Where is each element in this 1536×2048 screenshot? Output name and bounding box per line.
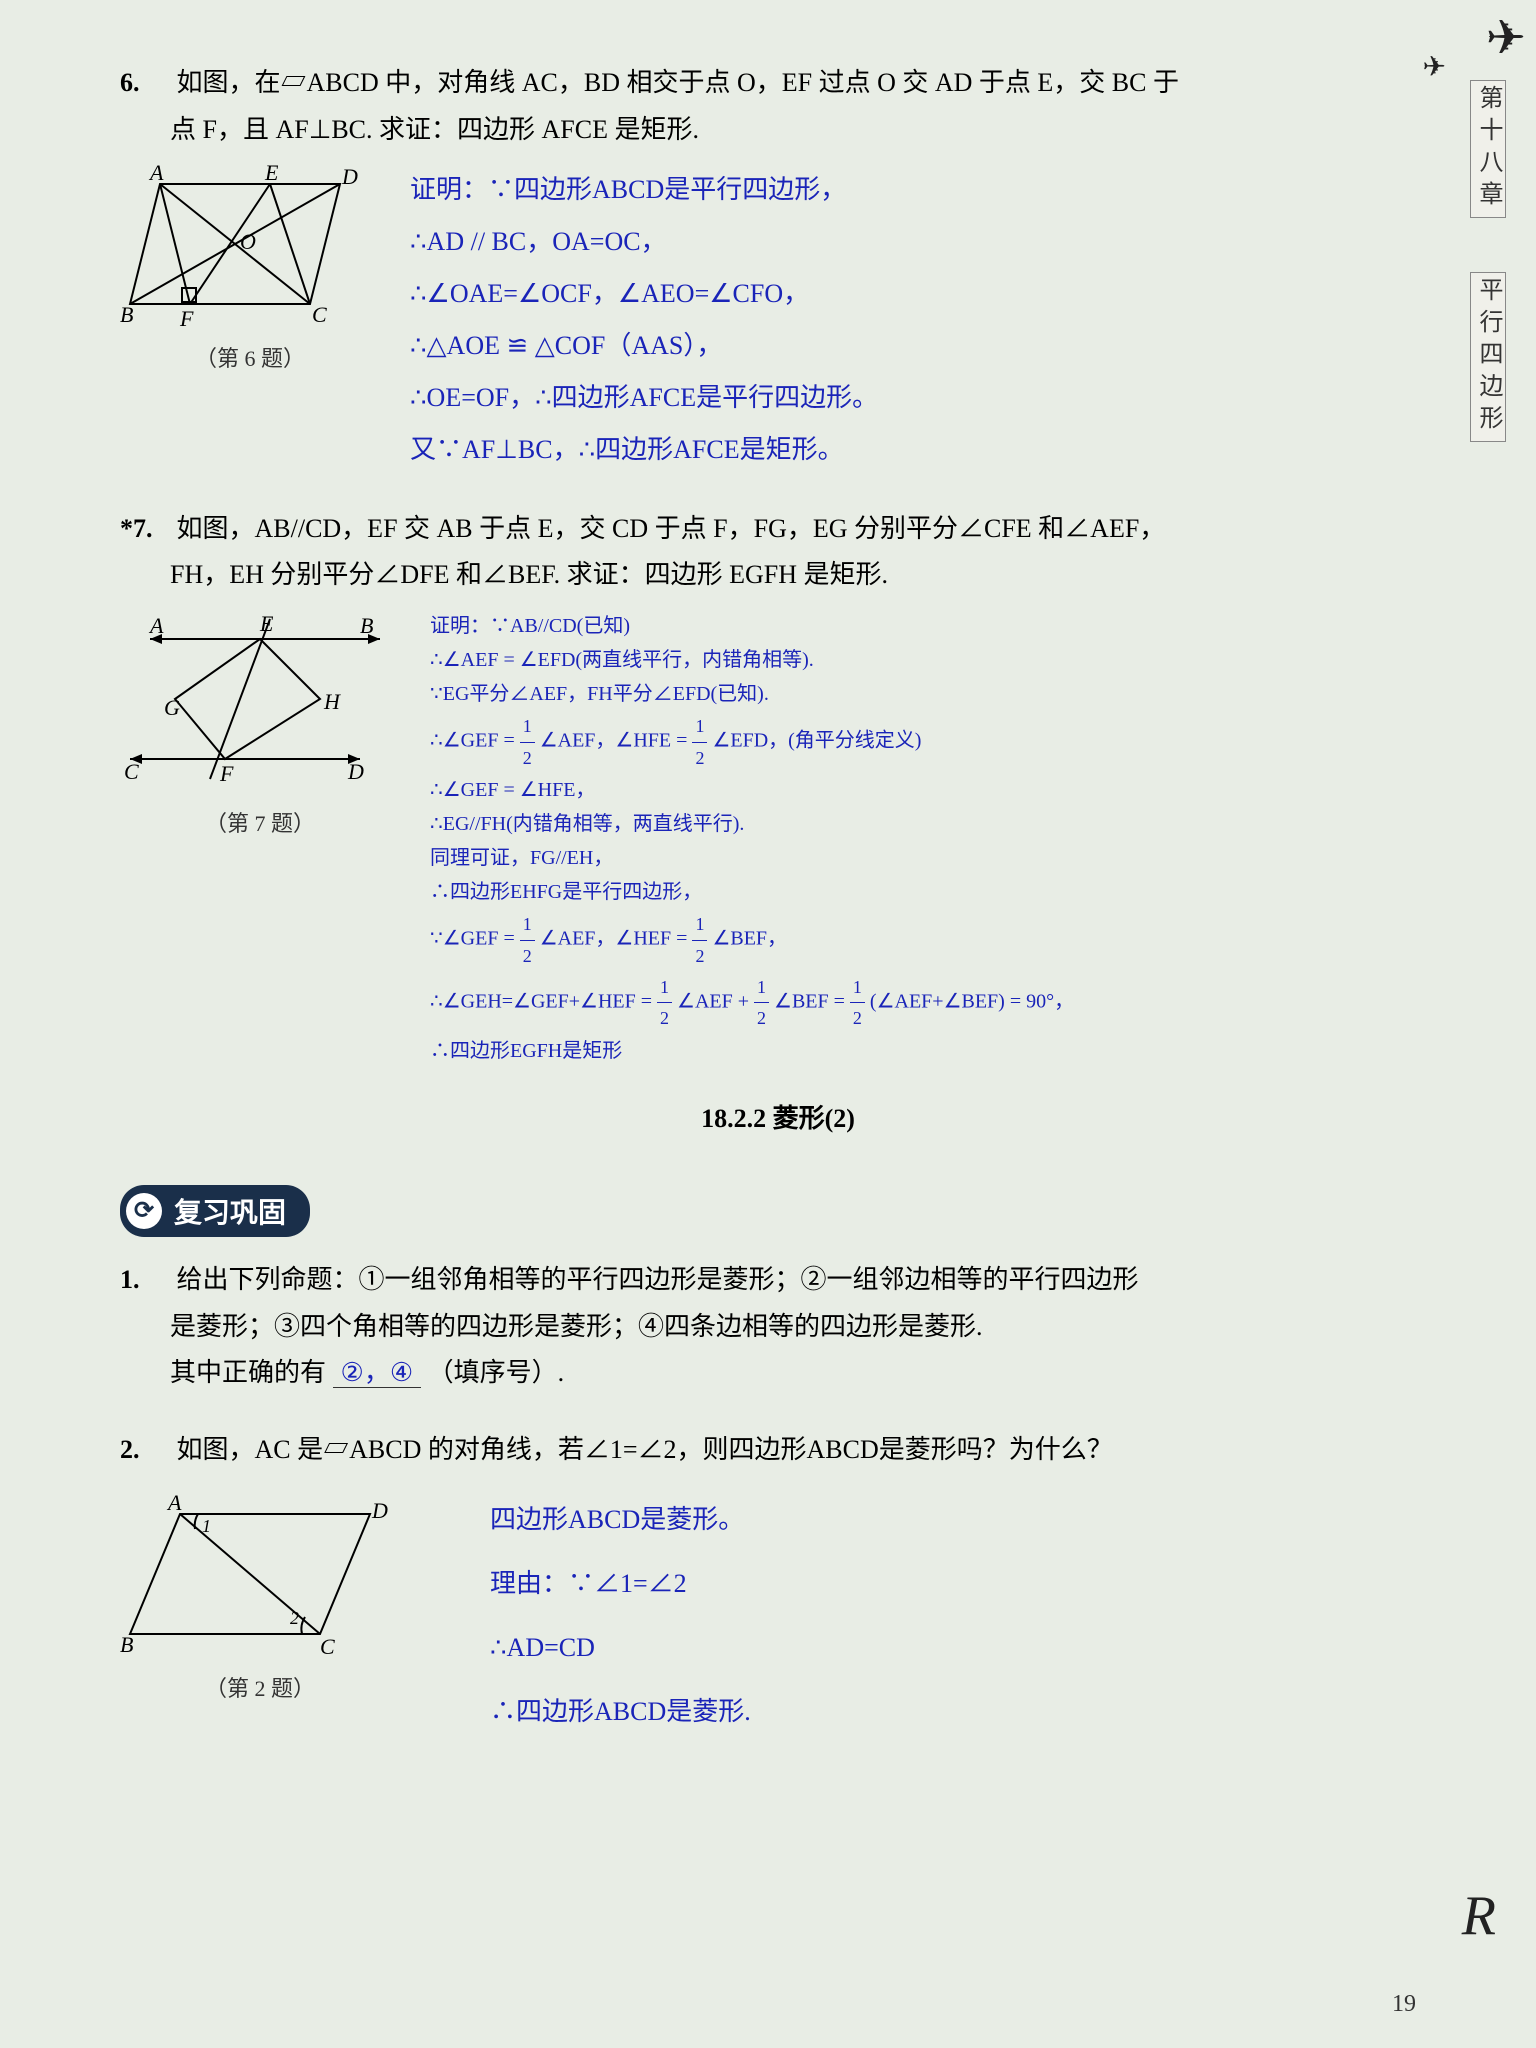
figure-6: A E D B F C O （第 6 题） <box>120 164 380 379</box>
svg-text:E: E <box>259 611 274 636</box>
svg-text:B: B <box>120 1632 133 1657</box>
proof-line: ∴AD // BC，OA=OC， <box>410 216 878 268</box>
svg-text:2: 2 <box>290 1608 299 1628</box>
problem-text: （填序号）. <box>428 1358 565 1387</box>
svg-text:O: O <box>240 229 256 254</box>
problem-text: 如图，AB//CD，EF 交 AB 于点 E，交 CD 于点 F，FG，EG 分… <box>177 514 1166 543</box>
proof-line: ∴AD=CD <box>490 1622 751 1674</box>
problem-text: 给出下列命题：①一组邻角相等的平行四边形是菱形；②一组邻边相等的平行四边形 <box>177 1265 1139 1294</box>
review-problem-1: 1. 给出下列命题：①一组邻角相等的平行四边形是菱形；②一组邻边相等的平行四边形… <box>120 1257 1436 1397</box>
problem-text: 如图，AC 是▱ABCD 的对角线，若∠1=∠2，则四边形ABCD是菱形吗？为什… <box>177 1435 1113 1464</box>
svg-text:B: B <box>360 613 373 638</box>
problem-text: 是菱形；③四个角相等的四边形是菱形；④四条边相等的四边形是菱形. <box>170 1312 983 1341</box>
bird-icon: ✈ <box>1486 10 1526 66</box>
page-content: ✈ ✈ 第十八章 平行四边形 6. 如图，在▱ABCD 中，对角线 AC，BD … <box>0 0 1536 1808</box>
svg-text:A: A <box>166 1494 182 1515</box>
problem-7: *7. 如图，AB//CD，EF 交 AB 于点 E，交 CD 于点 F，FG，… <box>120 506 1436 1068</box>
problem-6: 6. 如图，在▱ABCD 中，对角线 AC，BD 相交于点 O，EF 过点 O … <box>120 60 1436 476</box>
proof-7: 证明：∵AB//CD(已知) ∴∠AEF = ∠EFD(两直线平行，内错角相等)… <box>430 609 1074 1068</box>
publisher-logo: R <box>1462 1884 1496 1948</box>
proof-line: ∴∠GEF = 12 ∠AEF，∠HFE = 12 ∠EFD，(角平分线定义) <box>430 711 1074 773</box>
problem-text: 其中正确的有 <box>170 1358 326 1387</box>
proof-6: 证明：∵四边形ABCD是平行四边形， ∴AD // BC，OA=OC， ∴∠OA… <box>410 164 878 476</box>
review-problem-2: 2. 如图，AC 是▱ABCD 的对角线，若∠1=∠2，则四边形ABCD是菱形吗… <box>120 1427 1436 1738</box>
problem-text: 点 F，且 AF⊥BC. 求证：四边形 AFCE 是矩形. <box>170 115 699 144</box>
figure-7: A E B G H C F D <box>120 609 400 844</box>
answer-blank: ②，④ <box>333 1358 422 1388</box>
proof-line: ∴EG//FH(内错角相等，两直线平行). <box>430 807 1074 841</box>
svg-text:D: D <box>341 164 358 189</box>
recycle-icon: ⟳ <box>126 1193 162 1229</box>
page-number: 19 <box>1392 1991 1416 2018</box>
svg-text:H: H <box>323 689 341 714</box>
problem-text: 如图，在▱ABCD 中，对角线 AC，BD 相交于点 O，EF 过点 O 交 A… <box>177 68 1180 97</box>
proof-line: ∴四边形EHFG是平行四边形， <box>430 875 1074 909</box>
proof-line: 证明：∵四边形ABCD是平行四边形， <box>410 164 878 216</box>
figure-caption: （第 2 题） <box>120 1669 400 1709</box>
svg-text:F: F <box>179 306 194 331</box>
problem-text: FH，EH 分别平分∠DFE 和∠BEF. 求证：四边形 EGFH 是矩形. <box>170 560 888 589</box>
proof-line: ∴△AOE ≌ △COF（AAS）， <box>410 320 878 372</box>
svg-text:E: E <box>264 164 279 185</box>
proof-line: ∴∠GEF = ∠HFE， <box>430 773 1074 807</box>
proof-line: ∴OE=OF，∴四边形AFCE是平行四边形。 <box>410 372 878 424</box>
problem-number: *7. <box>120 506 170 553</box>
side-chapter-label: 第十八章 平行四边形 <box>1471 80 1506 442</box>
proof-2: 四边形ABCD是菱形。 理由：∵∠1=∠2 ∴AD=CD ∴四边形ABCD是菱形… <box>490 1494 751 1738</box>
proof-line: 同理可证，FG//EH， <box>430 841 1074 875</box>
svg-text:A: A <box>148 164 164 185</box>
proof-line: ∴四边形ABCD是菱形. <box>490 1686 751 1738</box>
section-title: 18.2.2 菱形(2) <box>120 1098 1436 1135</box>
svg-text:1: 1 <box>202 1516 211 1536</box>
svg-text:C: C <box>320 1634 335 1659</box>
svg-text:D: D <box>371 1498 388 1523</box>
proof-line: ∴∠AEF = ∠EFD(两直线平行，内错角相等). <box>430 643 1074 677</box>
review-label: 复习巩固 <box>174 1191 286 1231</box>
figure-caption: （第 7 题） <box>120 804 400 844</box>
svg-text:G: G <box>164 695 180 720</box>
proof-line: 四边形ABCD是菱形。 <box>490 1494 751 1546</box>
proof-line: ∵EG平分∠AEF，FH平分∠EFD(已知). <box>430 677 1074 711</box>
svg-text:C: C <box>312 302 327 327</box>
figure-caption: （第 6 题） <box>120 339 380 379</box>
problem-number: 6. <box>120 60 170 107</box>
proof-line: ∴∠GEH=∠GEF+∠HEF = 12 ∠AEF + 12 ∠BEF = 12… <box>430 972 1074 1034</box>
topic-name: 平行四边形 <box>1470 272 1506 442</box>
problem-number: 2. <box>120 1427 170 1474</box>
proof-line: ∴∠OAE=∠OCF，∠AEO=∠CFO， <box>410 268 878 320</box>
bird-icon-small: ✈ <box>1423 50 1446 84</box>
figure-2: A D B C 1 2 （第 2 题） <box>120 1494 400 1709</box>
review-badge: ⟳ 复习巩固 <box>120 1185 310 1237</box>
svg-text:C: C <box>124 759 139 784</box>
svg-text:F: F <box>219 761 234 786</box>
proof-line: 又∵AF⊥BC，∴四边形AFCE是矩形。 <box>410 424 878 476</box>
problem-number: 1. <box>120 1257 170 1304</box>
proof-line: 理由：∵∠1=∠2 <box>490 1558 751 1610</box>
proof-line: ∵∠GEF = 12 ∠AEF，∠HEF = 12 ∠BEF， <box>430 909 1074 971</box>
chapter-name: 第十八章 <box>1470 80 1506 218</box>
svg-text:B: B <box>120 302 133 327</box>
proof-line: 证明：∵AB//CD(已知) <box>430 609 1074 643</box>
proof-line: ∴四边形EGFH是矩形 <box>430 1034 1074 1068</box>
